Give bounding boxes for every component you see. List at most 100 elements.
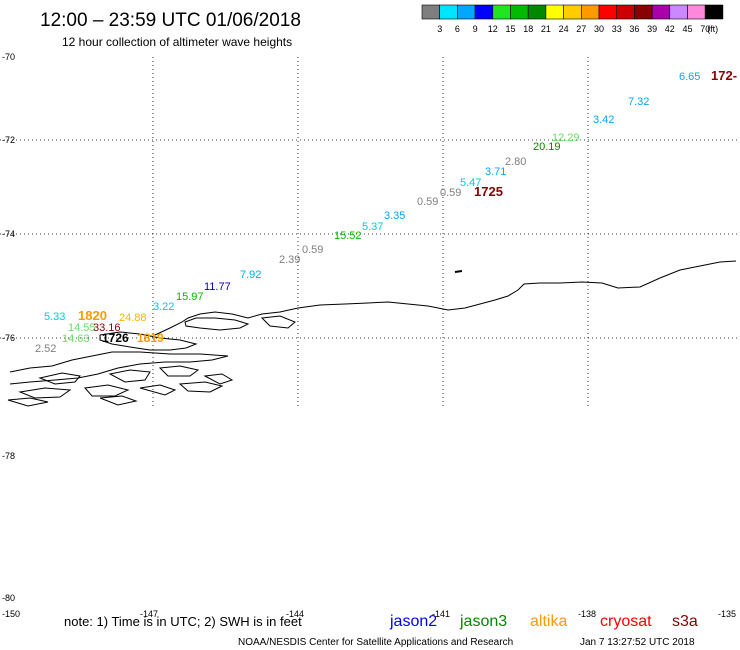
coastline-peninsula [99, 331, 198, 351]
legend-label: 39 [647, 24, 657, 34]
legend-label: 18 [523, 24, 533, 34]
lon-label: -138 [578, 609, 596, 619]
legend-unit: (ft) [707, 24, 718, 34]
wave-height-label: 24.88 [119, 312, 147, 324]
footer-note: note: 1) Time is in UTC; 2) SWH is in fe… [64, 614, 302, 629]
lat-lon-grid: -70 -72 -74 -76 -78 -80 -150 -147 -144 -141 -138 -1… [0, 52, 740, 619]
wave-height-label: 5.33 [44, 311, 65, 323]
map-subtitle: 12 hour collection of altimeter wave hei… [62, 35, 292, 49]
coastline-bay [260, 315, 296, 329]
legend-swatch [634, 4, 653, 20]
wave-height-label: 2.80 [505, 156, 526, 168]
legend-label: 45 [682, 24, 692, 34]
legend-swatch [510, 4, 529, 20]
island-9 [7, 397, 49, 407]
coastline [7, 260, 737, 407]
legend-swatch [616, 4, 635, 20]
wave-height-label: 7.32 [628, 96, 649, 108]
wave-height-label: 1725 [474, 184, 503, 199]
legend-label: 30 [594, 24, 604, 34]
satellite-altika: altika [530, 613, 567, 630]
lon-label: -135 [718, 609, 736, 619]
legend-label: 3 [437, 24, 442, 34]
lon-label: -144 [286, 609, 304, 619]
satellite-jason2: jason2 [389, 613, 437, 630]
lat-label: -74 [2, 229, 15, 239]
island-5 [18, 387, 72, 399]
legend-swatch [669, 4, 688, 20]
wave-height-label: 3.35 [384, 210, 405, 222]
wave-height-label: 3.71 [485, 166, 506, 178]
wave-height-label: 0.59 [417, 196, 438, 208]
wave-height-observations: 6.65 172-7.323.4212.2920.192.803.715.470.… [35, 68, 737, 355]
satellite-cryosat: cryosat [600, 613, 652, 630]
legend-swatch [598, 4, 618, 20]
legend-label: 6 [455, 24, 460, 34]
lon-label: -147 [140, 609, 158, 619]
wave-height-label: 0.59 [302, 244, 323, 256]
legend-label: 33 [612, 24, 622, 34]
legend-label: 42 [665, 24, 675, 34]
wave-height-label: 15.97 [176, 291, 204, 303]
satellite-s3a: s3a [672, 613, 698, 630]
map-title: 12:00 – 23:59 UTC 01/06/2018 [40, 10, 301, 31]
wave-height-label: 1820 [78, 308, 107, 323]
wave-height-label: 33.16 [93, 322, 121, 334]
lat-label: -72 [2, 135, 15, 145]
island-10 [99, 395, 138, 406]
wave-height-label: 5.37 [362, 221, 383, 233]
island-small [454, 270, 463, 273]
satellite-jason3: jason3 [459, 613, 507, 630]
satellite-legend: jason2 jason3 altika cryosat s3a [389, 613, 698, 630]
island-2 [108, 369, 151, 383]
legend-swatch [439, 4, 458, 20]
coastline-main [154, 260, 737, 336]
wave-height-label: 2.39 [279, 254, 300, 266]
wave-height-label: 7.92 [240, 269, 261, 281]
wave-height-label: 15.52 [334, 230, 362, 242]
legend-swatch [421, 4, 441, 20]
wave-height-label: 6.65 [679, 71, 700, 83]
legend-label: 24 [559, 24, 569, 34]
wave-height-label: 3.22 [153, 301, 174, 313]
legend-label: 9 [473, 24, 478, 34]
lat-label: -70 [2, 52, 15, 62]
legend-label: 36 [629, 24, 639, 34]
lat-label: -78 [2, 451, 15, 461]
legend-swatch [651, 4, 671, 20]
legend-swatch [580, 4, 600, 20]
wave-height-label: 20.19 [533, 141, 561, 153]
wave-height-label: 3.42 [593, 114, 614, 126]
wave-height-label: 14.63 [62, 333, 90, 345]
coastline-west-1 [9, 351, 229, 385]
legend-swatch [704, 4, 724, 20]
wave-height-label: 0.59 [440, 187, 461, 199]
island-8 [178, 381, 224, 393]
legend-swatch [563, 4, 582, 20]
island-4 [203, 373, 234, 385]
island-1 [38, 372, 81, 385]
island-3 [158, 365, 200, 377]
lon-label: -141 [432, 609, 450, 619]
lon-label: -150 [2, 609, 20, 619]
wave-height-label: 172- [711, 68, 737, 83]
legend-label: 21 [541, 24, 551, 34]
legend-label: 70 [700, 24, 710, 34]
wave-height-label: 12.29 [552, 132, 580, 144]
wave-height-label: 11.77 [204, 281, 231, 293]
wave-height-label: 14.55 [68, 322, 96, 334]
wave-height-label: 2.52 [35, 343, 56, 355]
wave-height-label: 1726 [102, 331, 129, 345]
footer-timestamp: Jan 7 13:27:52 UTC 2018 [580, 637, 695, 648]
legend-swatch [474, 4, 494, 20]
wave-height-label: 1819 [137, 331, 164, 345]
wave-height-color-legend: 3 6 9 12 15 18 21 24 27 30 33 36 39 42 45 70(ft) [421, 4, 724, 34]
legend-swatch [527, 4, 547, 20]
lat-label: -76 [2, 333, 15, 343]
wave-height-label: 5.47 [460, 177, 481, 189]
coastline-inlet [184, 317, 250, 331]
legend-label: 12 [488, 24, 498, 34]
legend-swatch [457, 4, 476, 20]
island-7 [139, 384, 177, 396]
legend-swatch [545, 4, 564, 20]
